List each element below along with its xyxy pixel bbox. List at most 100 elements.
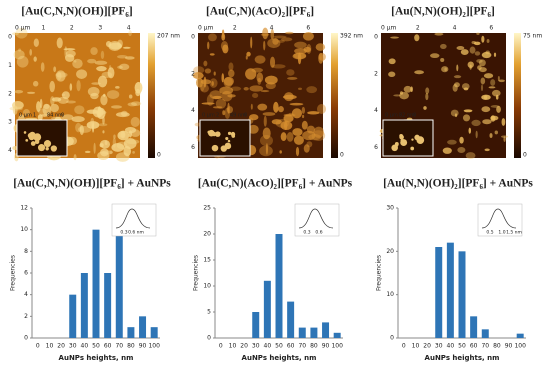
afm-feature <box>283 114 294 123</box>
afm-feature <box>124 56 135 60</box>
afm-feature <box>94 60 108 65</box>
afm-feature <box>57 71 62 81</box>
afm-feature <box>271 64 286 69</box>
afm-feature <box>483 73 494 79</box>
afm-feature <box>55 70 66 82</box>
afm-feature <box>442 147 452 154</box>
inset-feature <box>215 131 221 137</box>
afm-feature <box>40 62 45 72</box>
afm-feature <box>117 39 123 48</box>
profile-inset <box>111 203 157 237</box>
afm-feature <box>259 145 273 157</box>
x-tick-label: 0 <box>219 343 223 350</box>
afm-feature <box>278 106 284 113</box>
colorbar-min: 0 <box>340 152 344 159</box>
afm-x-tick: 2 <box>70 25 74 32</box>
profile-curve <box>115 208 151 229</box>
inset-feature <box>211 144 219 152</box>
bar <box>127 327 135 338</box>
afm-feature <box>465 152 476 159</box>
afm-feature <box>463 87 469 91</box>
afm-feature <box>280 132 287 142</box>
afm-feature <box>490 79 496 86</box>
inset-label: 0 μm <box>385 113 398 119</box>
afm-feature <box>480 84 484 92</box>
afm-feature <box>50 103 59 113</box>
afm-feature <box>79 125 84 136</box>
x-axis-label: AuNPs heights, nm <box>242 354 317 362</box>
afm-feature <box>125 139 140 145</box>
afm-feature <box>456 64 459 72</box>
afm-feature <box>496 105 501 113</box>
x-tick-label: 80 <box>127 343 135 350</box>
afm-feature <box>84 150 91 154</box>
afm-feature <box>91 82 101 85</box>
x-tick-label: 10 <box>46 343 54 350</box>
x-tick-label: 70 <box>298 343 306 350</box>
afm-feature <box>267 38 281 49</box>
y-tick-label: 10 <box>203 283 211 290</box>
chart-title: [Au(C,N)(AcO)₂][PF₆] + AuNPs <box>198 178 353 190</box>
afm-feature <box>226 106 233 114</box>
afm-feature <box>96 66 107 72</box>
bar <box>252 312 260 338</box>
x-tick-label: 0 <box>36 343 40 350</box>
afm-feature <box>102 130 105 134</box>
afm-feature <box>481 106 491 113</box>
x-axis-label: AuNPs heights, nm <box>425 354 500 362</box>
colorbar-min: 0 <box>523 152 527 159</box>
afm-feature <box>478 59 486 67</box>
afm-feature <box>259 134 273 147</box>
afm-feature <box>453 75 462 79</box>
afm-title: [Au(N,N)(OH)₂][PF₆] <box>391 6 495 18</box>
bar <box>92 229 100 338</box>
afm-feature <box>90 47 98 55</box>
inset-label: 1.5 nm <box>506 230 522 236</box>
afm-feature <box>440 57 445 63</box>
inset-label: 1 <box>33 113 36 119</box>
afm-x-tick: 2 <box>233 25 237 32</box>
afm-feature <box>302 32 314 41</box>
afm-feature <box>307 111 320 115</box>
afm-feature <box>481 35 485 43</box>
afm-feature <box>469 46 476 54</box>
afm-feature <box>414 70 424 75</box>
afm-feature <box>246 51 251 57</box>
afm-feature <box>463 109 473 113</box>
afm-feature <box>131 101 142 106</box>
inset-feature <box>227 139 231 143</box>
afm-feature <box>264 75 278 85</box>
afm-feature <box>490 115 499 121</box>
afm-feature <box>209 78 218 88</box>
y-tick-label: 25 <box>203 205 211 212</box>
afm-feature <box>32 80 39 87</box>
afm-feature <box>460 49 469 55</box>
y-axis-label: Frequencies <box>10 255 17 291</box>
afm-feature <box>285 31 294 35</box>
afm-y-tick: 0 <box>8 34 12 41</box>
afm-feature <box>50 155 53 159</box>
afm-feature <box>128 94 133 99</box>
bar <box>333 332 341 338</box>
afm-feature <box>57 96 69 104</box>
profile-inset <box>477 203 523 237</box>
afm-feature <box>93 142 96 154</box>
profile-inset <box>294 203 340 237</box>
afm-feature <box>63 48 76 51</box>
afm-feature <box>272 38 279 45</box>
inset-label: 0.6 <box>315 230 322 236</box>
afm-y-tick: 0 <box>374 34 378 41</box>
afm-feature <box>388 71 396 77</box>
afm-feature <box>23 108 30 116</box>
afm-feature <box>249 114 259 121</box>
afm-y-tick: 6 <box>374 144 378 151</box>
afm-feature <box>132 150 135 154</box>
inset-label: 1.0 <box>498 230 505 236</box>
afm-feature <box>135 88 141 97</box>
inset-feature <box>211 131 217 137</box>
afm-feature <box>100 94 108 106</box>
afm-feature <box>316 104 327 114</box>
inset-label: 0 <box>61 113 64 119</box>
x-tick-label: 50 <box>92 343 100 350</box>
afm-feature <box>106 90 120 99</box>
